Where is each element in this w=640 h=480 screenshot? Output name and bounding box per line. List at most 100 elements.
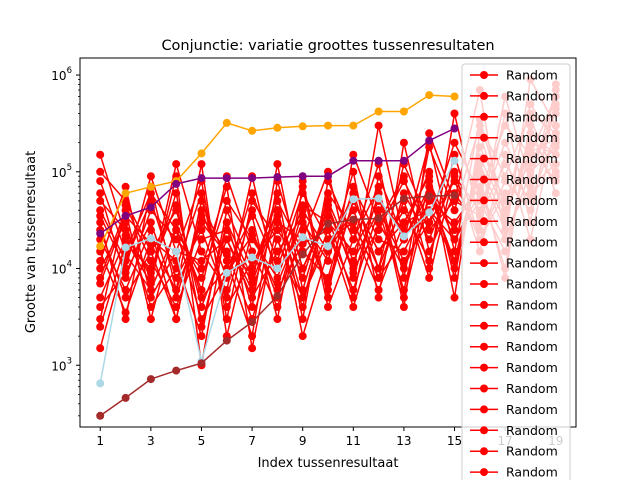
random-series-2-point (450, 109, 459, 118)
random-series-3-point (248, 344, 257, 353)
random-series-10-point (121, 182, 130, 191)
random-series-12-point (349, 167, 358, 176)
random-series-17-point (273, 226, 282, 234)
highlight-series-3-point (248, 253, 257, 262)
legend-marker (480, 175, 488, 184)
random-series-4-point (450, 138, 459, 147)
highlight-series-4-point (222, 336, 231, 345)
random-series-17-point (324, 206, 332, 215)
legend-label: Random (506, 214, 558, 229)
highlight-series-4-point (425, 192, 434, 201)
plot-frame (79, 57, 577, 428)
legend-marker (480, 363, 488, 372)
highlight-series-2-point (222, 174, 231, 183)
y-tick-exponent: 4 (67, 260, 72, 270)
random-series-16-point (374, 182, 383, 191)
random-series-16-point (172, 206, 181, 215)
highlight-series-2-point (324, 172, 332, 181)
highlight-series-1-point (374, 107, 383, 116)
random-series-15-point (374, 264, 383, 273)
random-series-19-point (298, 239, 307, 248)
random-series-11-point (273, 196, 282, 205)
random-series-20-point (450, 256, 459, 265)
random-series-12-point (374, 293, 383, 302)
highlight-series-3-point (273, 264, 282, 273)
legend-marker (480, 91, 488, 100)
highlight-series-1-point (349, 121, 358, 130)
random-series-16-point (349, 235, 358, 244)
legend-entry: Random (470, 151, 558, 166)
y-tick-exponent: 5 (67, 163, 72, 173)
highlight-series-4-point (197, 359, 206, 368)
random-series-20-point (197, 218, 206, 227)
random-series-10-point (248, 196, 257, 205)
legend-marker (480, 112, 488, 121)
random-series-17-point (298, 264, 307, 273)
y-axis-label: Grootte van tussenresultaat (24, 151, 39, 333)
highlight-series-4-point (349, 215, 358, 224)
highlight-series-3-point (425, 208, 434, 217)
random-series-15-point (197, 235, 206, 244)
random-series-2-point (248, 189, 257, 198)
highlight-series-4-point (273, 292, 282, 300)
highlight-series-2-point (197, 174, 206, 183)
legend-marker (480, 426, 488, 435)
legend-marker (480, 280, 488, 288)
highlight-series-4-point (324, 219, 332, 228)
random-series-18-point (374, 247, 383, 256)
legend-marker (480, 196, 488, 205)
random-series-7-point (425, 256, 434, 265)
legend-entry: Random (470, 235, 558, 250)
highlight-series-2-point (349, 156, 358, 165)
highlight-series-3-point (450, 156, 459, 165)
legend-entry: Random (470, 423, 558, 438)
highlight-series-4-point (172, 366, 181, 375)
highlight-series-4-point (121, 393, 130, 402)
legend-label: Random (506, 88, 558, 103)
random-series-8-point (172, 273, 181, 282)
random-series-10-point (222, 315, 231, 324)
random-series-17-point (197, 189, 206, 198)
random-series-18-point (146, 172, 155, 181)
y-tick-label: 103 (51, 356, 72, 373)
random-series-20-point (374, 273, 383, 282)
random-series-20-point (248, 268, 257, 277)
random-series-19-point (324, 226, 332, 234)
highlight-series-1-point (222, 118, 231, 127)
legend-marker (480, 468, 488, 477)
y-tick-base: 10 (51, 69, 66, 83)
highlight-series-2-point (298, 172, 307, 181)
random-series-12-point (399, 138, 408, 147)
random-series-19-point (349, 286, 358, 294)
x-tick-label: 13 (396, 434, 411, 448)
x-tick-label: 15 (447, 434, 462, 448)
legend-marker (480, 133, 488, 142)
random-series-13-point (146, 218, 155, 227)
highlight-series-2 (96, 124, 459, 238)
random-series-19-point (146, 286, 155, 294)
random-series-19-point (96, 344, 105, 353)
highlight-series-2-point (399, 156, 408, 165)
random-series-16-point (197, 293, 206, 302)
legend-entry: Random (470, 130, 558, 145)
highlight-series-4 (96, 191, 459, 420)
random-series-7-point (450, 150, 459, 159)
legend-marker (480, 71, 488, 79)
random-series-16-point (450, 226, 459, 234)
random-series-18-point (273, 247, 282, 256)
random-series-3-point (425, 129, 434, 138)
legend-entry: Random (470, 444, 558, 459)
random-series-19-point (248, 231, 257, 240)
random-series-9-point (298, 273, 307, 282)
highlight-series-1-point (146, 182, 155, 191)
random-series-13-point (197, 211, 206, 220)
highlight-series-2-point (172, 179, 181, 188)
random-series-19-point (374, 206, 383, 215)
random-series-18-point (298, 211, 307, 220)
random-series-15-point (450, 167, 459, 176)
legend-label: Random (506, 318, 558, 333)
random-series-4-point (197, 160, 206, 169)
random-series-17-point (349, 264, 358, 273)
highlight-series-2-point (374, 156, 383, 165)
